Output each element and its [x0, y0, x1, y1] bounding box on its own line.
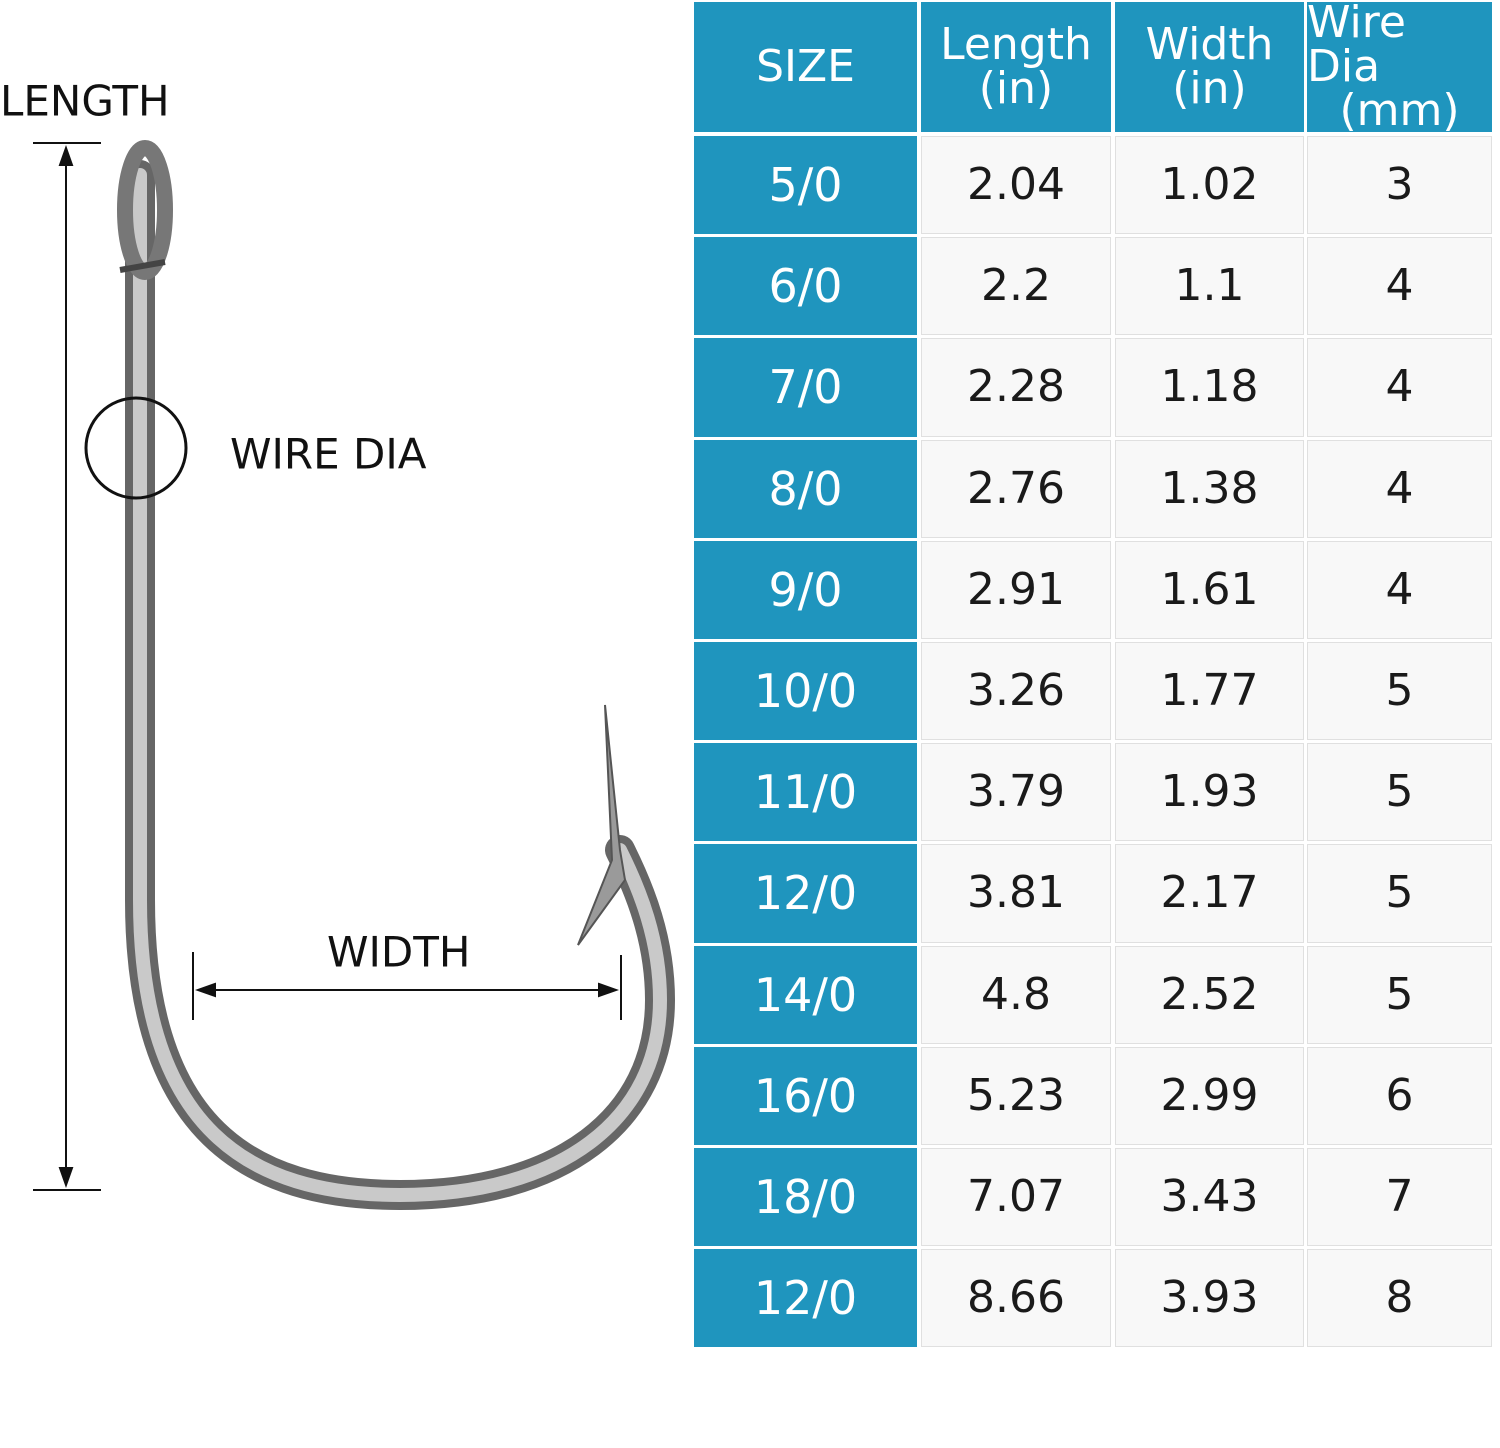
size-cell: 11/0 [694, 743, 917, 842]
value-cell: 5 [1307, 642, 1492, 741]
value-cell: 6 [1307, 1046, 1492, 1145]
size-cell: 8/0 [694, 439, 917, 538]
value-cell: 5 [1307, 844, 1492, 943]
header-cell: Width (in) [1115, 2, 1304, 132]
value-cell: 2.52 [1115, 945, 1304, 1044]
value-cell: 5 [1307, 743, 1492, 842]
header-cell: Length (in) [921, 2, 1111, 132]
header-text: Wire Dia [1307, 0, 1406, 92]
value-cell: 2.17 [1115, 844, 1304, 943]
value-cell: 4 [1307, 237, 1492, 336]
value-cell: 2.99 [1115, 1046, 1304, 1145]
wire-circle [84, 396, 188, 500]
header-text: (in) [978, 63, 1054, 114]
value-cell: 4 [1307, 540, 1492, 639]
size-cell: 5/0 [694, 136, 917, 235]
value-cell: 2.2 [921, 237, 1111, 336]
header-text: (mm) [1339, 85, 1460, 136]
header-text: (in) [1172, 63, 1247, 114]
value-cell: 1.1 [1115, 237, 1304, 336]
value-cell: 3.81 [921, 844, 1111, 943]
hook [117, 140, 676, 1211]
width-dimension [192, 952, 622, 1020]
wire-dia-label: WIRE DIA [230, 430, 427, 479]
size-cell: 18/0 [694, 1148, 917, 1247]
value-cell: 1.02 [1115, 136, 1304, 235]
size-cell: 12/0 [694, 1249, 917, 1348]
value-cell: 1.61 [1115, 540, 1304, 639]
value-cell: 3.43 [1115, 1148, 1304, 1247]
value-cell: 3.26 [921, 642, 1111, 741]
value-cell: 3 [1307, 136, 1492, 235]
value-cell: 5.23 [921, 1046, 1111, 1145]
value-cell: 1.93 [1115, 743, 1304, 842]
value-cell: 2.76 [921, 439, 1111, 538]
header-text: Length [940, 19, 1092, 70]
length-label: LENGTH [0, 77, 170, 126]
value-cell: 2.28 [921, 338, 1111, 437]
value-cell: 2.04 [921, 136, 1111, 235]
value-cell: 8 [1307, 1249, 1492, 1348]
value-cell: 1.77 [1115, 642, 1304, 741]
size-cell: 6/0 [694, 237, 917, 336]
header-cell: SIZE [694, 2, 917, 132]
value-cell: 1.38 [1115, 439, 1304, 538]
value-cell: 2.91 [921, 540, 1111, 639]
size-cell: 12/0 [694, 844, 917, 943]
size-cell: 16/0 [694, 1046, 917, 1145]
header-text: Width [1145, 19, 1274, 70]
header-text: SIZE [756, 41, 855, 92]
size-cell: 10/0 [694, 642, 917, 741]
length-dimension [33, 142, 101, 1191]
value-cell: 1.18 [1115, 338, 1304, 437]
value-cell: 7.07 [921, 1148, 1111, 1247]
size-cell: 14/0 [694, 945, 917, 1044]
hook-diagram: LENGTH WIRE DIA WIDTH [0, 77, 676, 1211]
value-cell: 7 [1307, 1148, 1492, 1247]
width-label: WIDTH [327, 928, 471, 977]
value-cell: 4 [1307, 338, 1492, 437]
value-cell: 3.79 [921, 743, 1111, 842]
value-cell: 5 [1307, 945, 1492, 1044]
header-cell: Wire Dia (mm) [1307, 0, 1492, 136]
value-cell: 3.93 [1115, 1249, 1304, 1348]
size-cell: 9/0 [694, 540, 917, 639]
size-cell: 7/0 [694, 338, 917, 437]
value-cell: 4.8 [921, 945, 1111, 1044]
value-cell: 4 [1307, 439, 1492, 538]
value-cell: 8.66 [921, 1249, 1111, 1348]
